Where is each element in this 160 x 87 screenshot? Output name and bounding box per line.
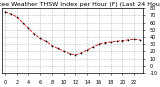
Title: Milwaukee Weather THSW Index per Hour (F) (Last 24 Hours): Milwaukee Weather THSW Index per Hour (F… xyxy=(0,2,160,7)
